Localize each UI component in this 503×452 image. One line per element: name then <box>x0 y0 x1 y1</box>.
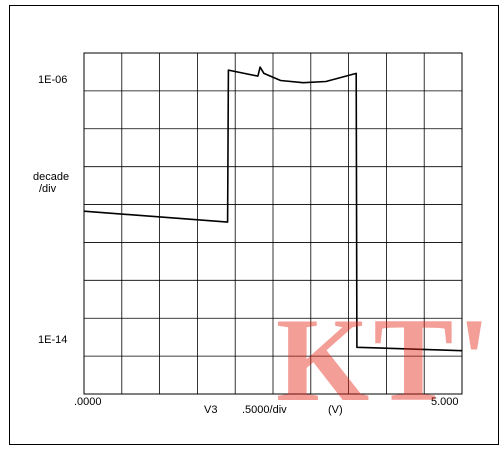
chart-frame <box>9 5 499 445</box>
x-tick-end: 5.000 <box>431 396 459 408</box>
grid <box>84 53 462 394</box>
series-layer <box>83 66 463 352</box>
plot-border <box>83 52 463 395</box>
series-line <box>83 66 463 352</box>
y-axis-label-line1: decade <box>33 171 70 183</box>
y-axis-label-line2: /div <box>39 183 57 195</box>
y-tick-bottom: 1E-14 <box>38 334 68 346</box>
x-axis-variable: V3 <box>204 404 218 416</box>
x-tick-start: .0000 <box>74 396 102 408</box>
y-tick-top: 1E-06 <box>38 74 68 86</box>
x-axis-scale: .5000/div <box>242 404 287 416</box>
x-axis-unit: (V) <box>328 404 343 416</box>
